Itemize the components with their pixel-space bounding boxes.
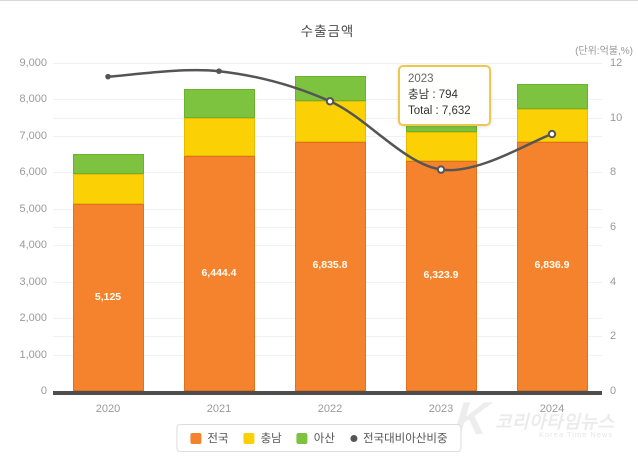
bar-value-label: 6,323.9 bbox=[423, 268, 459, 281]
bar-asan-2024[interactable] bbox=[516, 84, 588, 110]
bar-jeonguk-2020[interactable] bbox=[72, 204, 144, 391]
y-axis-left-tick-label: 6,000 bbox=[19, 166, 47, 179]
bar-value-label: 5,125 bbox=[94, 290, 122, 303]
tooltip-category: 2023 bbox=[408, 73, 434, 85]
y-axis-left-tick-label: 3,000 bbox=[19, 275, 47, 288]
chungnam-swatch-icon bbox=[243, 432, 255, 444]
x-axis-baseline bbox=[53, 391, 602, 395]
legend-item-ratio[interactable]: 전국대비아산비중 bbox=[349, 430, 448, 446]
korea-time-news-watermark: K 코리아타임뉴스 Korea Time News bbox=[452, 392, 633, 455]
y-axis-right-tick-label: 8 bbox=[610, 166, 617, 179]
legend-label-jeonguk: 전국 bbox=[207, 433, 229, 445]
bar-chungnam-2024[interactable] bbox=[516, 109, 588, 142]
bar-value-label: 6,836.9 bbox=[534, 259, 570, 272]
chart-legend: 전국 충남 아산 전국대비아산비중 bbox=[176, 424, 462, 452]
axis-unit-label: (단위:억불,%) bbox=[575, 46, 633, 57]
jeonguk-swatch-icon bbox=[190, 432, 202, 444]
ratio-dot-icon bbox=[349, 434, 357, 442]
y-axis-left-tick-label: 0 bbox=[40, 385, 47, 397]
chart-title: 수출금액 bbox=[300, 24, 355, 39]
asan-swatch-icon bbox=[296, 432, 308, 444]
y-axis-right-tick-label: 12 bbox=[610, 57, 623, 69]
bar-jeonguk-2021[interactable] bbox=[183, 156, 255, 391]
y-axis-left-tick-label: 1,000 bbox=[19, 348, 47, 361]
y-axis-right-tick-label: 0 bbox=[610, 385, 617, 397]
chart-tooltip: 2023 충남 : 794 Total : 7,632 bbox=[398, 65, 491, 126]
legend-item-asan[interactable]: 아산 bbox=[296, 430, 335, 446]
legend-label-ratio: 전국대비아산비중 bbox=[362, 433, 448, 445]
bar-asan-2020[interactable] bbox=[72, 153, 144, 174]
watermark-name: 코리아타임뉴스 bbox=[495, 412, 615, 432]
bar-asan-2021[interactable] bbox=[183, 88, 255, 118]
watermark-subname: Korea Time News bbox=[539, 430, 614, 439]
y-axis-left-tick-label: 5,000 bbox=[19, 202, 47, 215]
bar-jeonguk-2023[interactable] bbox=[405, 160, 477, 391]
gridline bbox=[53, 63, 602, 64]
legend-label-chungnam: 충남 bbox=[260, 433, 282, 445]
bar-value-label: 6,444.4 bbox=[201, 266, 237, 279]
y-axis-left-tick-label: 8,000 bbox=[19, 93, 47, 106]
x-axis-category-label: 2023 bbox=[428, 403, 454, 415]
bar-jeonguk-2022[interactable] bbox=[294, 141, 366, 391]
y-axis-left-tick-label: 9,000 bbox=[19, 57, 47, 69]
bar-asan-2022[interactable] bbox=[294, 75, 366, 102]
bar-value-label: 6,835.8 bbox=[312, 259, 348, 272]
x-axis-category-label: 2022 bbox=[317, 403, 343, 415]
bar-chungnam-2023[interactable] bbox=[405, 131, 477, 161]
x-axis-category-label: 2021 bbox=[206, 403, 232, 415]
y-axis-right-tick-label: 2 bbox=[610, 330, 617, 343]
y-axis-right-tick-label: 10 bbox=[610, 111, 623, 124]
y-axis-left-tick-label: 4,000 bbox=[19, 239, 47, 252]
x-axis-category-label: 2024 bbox=[539, 403, 565, 415]
x-axis-category-label: 2020 bbox=[95, 403, 121, 415]
y-axis-left-tick-label: 2,000 bbox=[19, 312, 47, 325]
legend-item-chungnam[interactable]: 충남 bbox=[243, 430, 282, 446]
y-axis-right-tick-label: 6 bbox=[610, 221, 617, 233]
bar-chungnam-2020[interactable] bbox=[72, 173, 144, 205]
bar-jeonguk-2024[interactable] bbox=[516, 141, 588, 391]
y-axis-left-tick-label: 7,000 bbox=[19, 129, 47, 142]
tooltip-chungnam-value: 충남 : 794 bbox=[408, 89, 458, 101]
bar-chungnam-2021[interactable] bbox=[183, 117, 255, 157]
y-axis-right-tick-label: 4 bbox=[610, 275, 617, 288]
bar-chungnam-2022[interactable] bbox=[294, 101, 366, 142]
legend-item-jeonguk[interactable]: 전국 bbox=[190, 430, 229, 446]
tooltip-total-value: Total : 7,632 bbox=[408, 105, 471, 117]
legend-label-asan: 아산 bbox=[313, 433, 335, 445]
